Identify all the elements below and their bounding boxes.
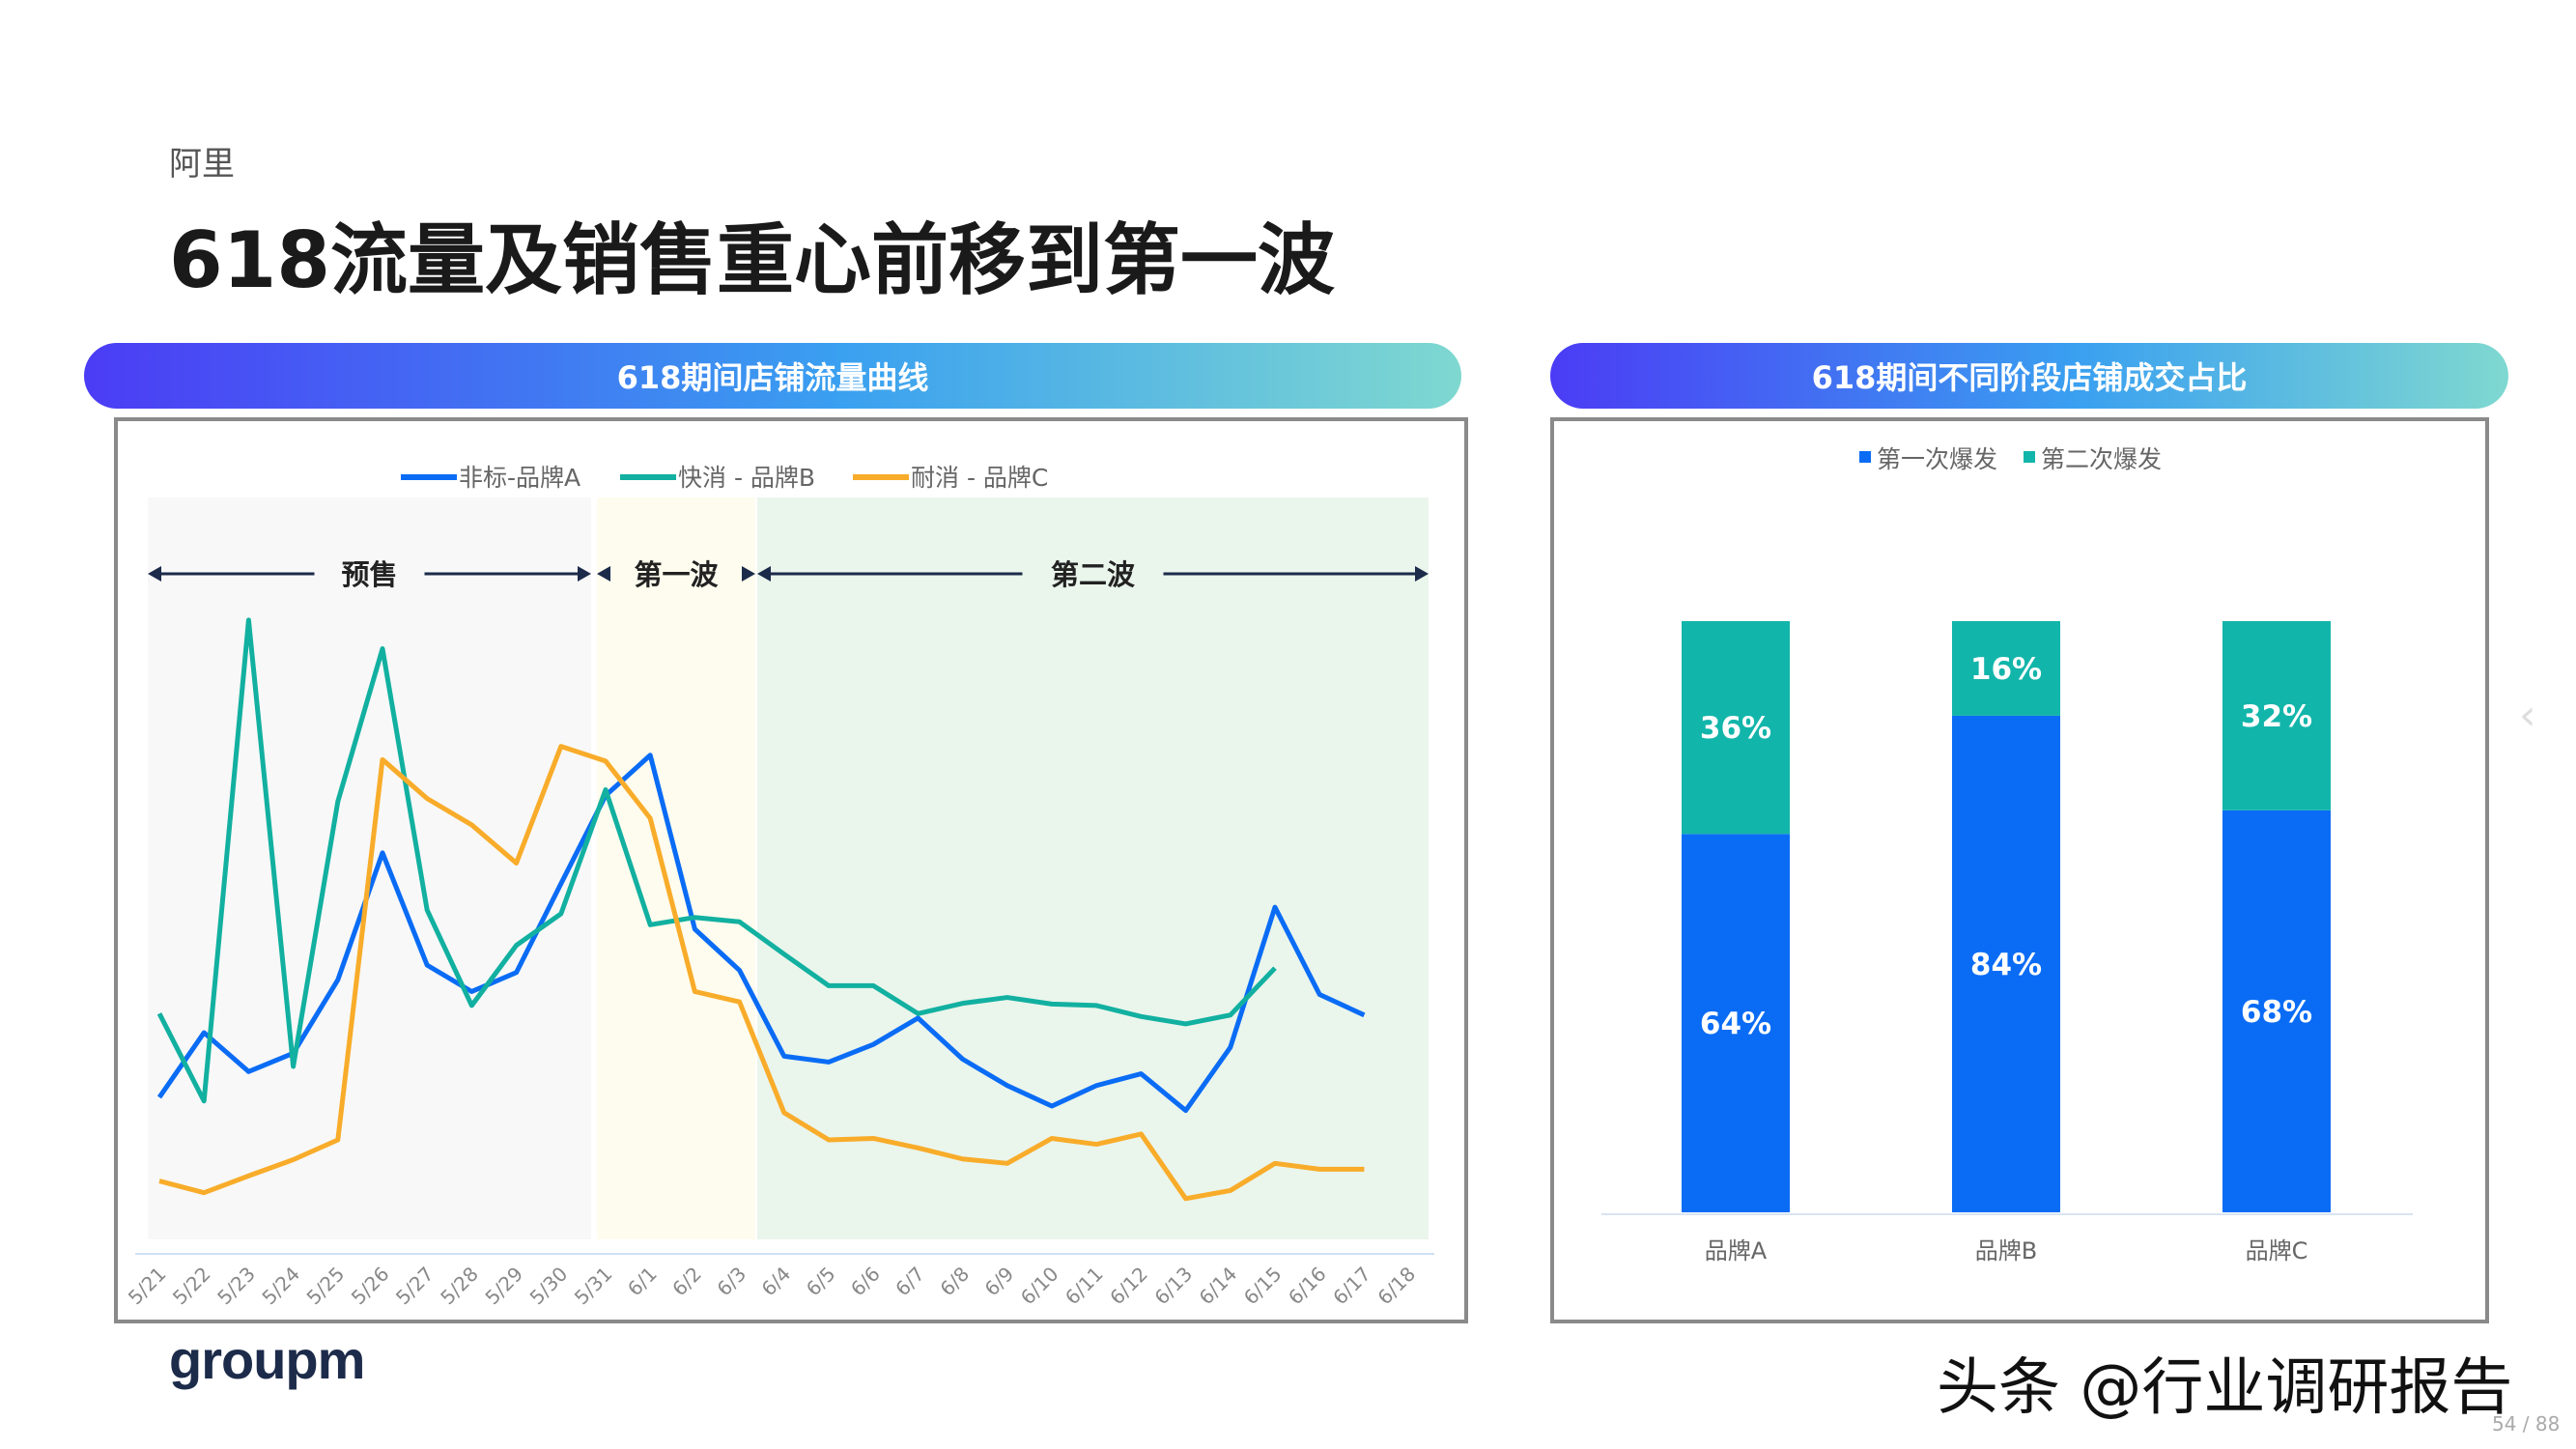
phase-bg: [757, 497, 1429, 1239]
x-tick-label: 6/10: [1016, 1263, 1063, 1310]
x-tick-label: 6/7: [891, 1263, 929, 1301]
series-line: [156, 753, 1366, 1114]
phase-label: 预售: [341, 558, 397, 591]
bar-data-label: 36%: [1700, 711, 1771, 746]
bar-segment: [1682, 834, 1790, 1212]
phase-label: 第一波: [634, 558, 719, 591]
bar-category-label: 品牌C: [2246, 1237, 2308, 1264]
x-tick-label: 6/11: [1061, 1263, 1108, 1310]
x-tick-label: 6/1: [623, 1263, 662, 1301]
x-tick-label: 6/16: [1284, 1263, 1331, 1310]
legend-swatch: [2024, 451, 2035, 463]
page-number: 54 / 88: [2492, 1412, 2561, 1435]
bar-category-label: 品牌A: [1705, 1237, 1768, 1264]
x-tick-label: 5/26: [347, 1263, 394, 1310]
arrowhead-right-icon: [1415, 566, 1429, 582]
chevron-left-icon[interactable]: ‹: [2519, 691, 2536, 740]
arrowhead-right-icon: [578, 566, 591, 582]
bar-data-label: 16%: [1970, 652, 2042, 687]
arrowhead-right-icon: [742, 566, 755, 582]
x-tick-label: 6/18: [1373, 1263, 1420, 1310]
x-tick-label: 5/27: [391, 1263, 439, 1310]
x-tick-label: 5/29: [480, 1263, 527, 1310]
legend-label: 第二次爆发: [2041, 445, 2162, 473]
x-tick-label: 5/25: [302, 1263, 350, 1310]
bar-data-label: 68%: [2241, 995, 2312, 1030]
x-tick-label: 5/23: [212, 1263, 260, 1310]
x-tick-label: 6/15: [1239, 1263, 1287, 1310]
bar-data-label: 32%: [2241, 699, 2312, 734]
arrowhead-left-icon: [757, 566, 771, 582]
x-tick-label: 6/5: [802, 1263, 840, 1301]
x-tick-label: 6/17: [1328, 1263, 1375, 1310]
x-tick-label: 6/9: [980, 1263, 1019, 1301]
series-line: [158, 744, 1365, 1202]
x-tick-label: 6/6: [846, 1263, 885, 1301]
bar-segment: [1682, 621, 1790, 835]
arrowhead-left-icon: [148, 566, 161, 582]
phase-bg: [597, 497, 755, 1239]
bar-segment: [1952, 715, 2060, 1212]
phase-label: 第二波: [1051, 558, 1136, 591]
legend-swatch: [1859, 451, 1871, 463]
bar-segment: [2222, 810, 2331, 1212]
x-tick-label: 6/14: [1195, 1263, 1242, 1310]
bar-category-label: 品牌B: [1975, 1237, 2037, 1264]
x-tick-label: 5/30: [525, 1263, 573, 1310]
x-tick-label: 5/24: [257, 1263, 304, 1310]
bar-data-label: 84%: [1970, 948, 2042, 982]
groupm-logo: groupm: [169, 1329, 365, 1390]
bar-segment: [2222, 621, 2331, 810]
x-tick-label: 6/3: [712, 1263, 750, 1301]
page-subtitle: 阿里: [169, 145, 235, 184]
arrowhead-left-icon: [597, 566, 610, 582]
series-line: [156, 617, 1277, 1104]
bar-data-label: 64%: [1700, 1007, 1771, 1041]
bar-segment: [1952, 621, 2060, 716]
legend-label: 快消 - 品牌B: [678, 464, 815, 492]
bar-chart-banner: 618期间不同阶段店铺成交占比: [1550, 343, 2508, 409]
x-tick-label: 6/8: [935, 1263, 974, 1301]
legend-label: 耐消 - 品牌C: [911, 464, 1048, 492]
legend-label: 非标-品牌A: [459, 464, 580, 492]
x-tick-label: 5/28: [436, 1263, 483, 1310]
legend-label: 第一次爆发: [1877, 445, 1997, 473]
page-title: 618流量及销售重心前移到第一波: [169, 215, 1335, 305]
x-tick-label: 5/31: [570, 1263, 617, 1310]
watermark: 头条 @行业调研报告: [1937, 1352, 2513, 1424]
x-tick-label: 5/22: [168, 1263, 215, 1310]
x-tick-label: 6/2: [667, 1263, 706, 1301]
line-chart-banner: 618期间店铺流量曲线: [84, 343, 1461, 409]
x-tick-label: 6/12: [1105, 1263, 1152, 1310]
x-tick-label: 6/4: [757, 1263, 796, 1301]
x-tick-label: 5/21: [124, 1263, 171, 1310]
x-tick-label: 6/13: [1149, 1263, 1197, 1310]
